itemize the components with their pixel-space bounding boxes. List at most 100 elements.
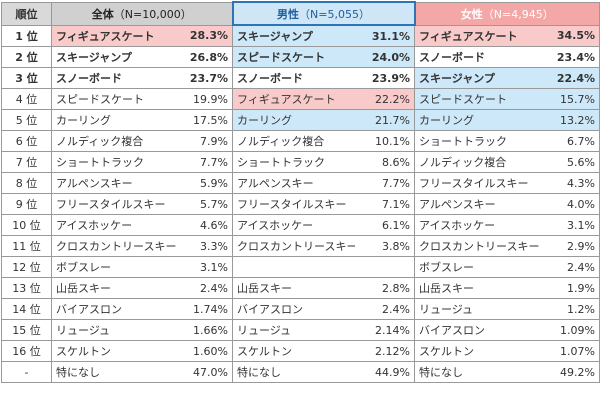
name-cell: スキージャンプ (51, 46, 177, 68)
name-cell: 山岳スキー (51, 277, 177, 299)
pct-cell: 6.1% (354, 214, 415, 236)
pct-cell: 49.2% (540, 361, 600, 383)
name-cell: フリースタイルスキー (414, 172, 541, 194)
name-cell: スノーボード (51, 67, 177, 89)
pct-cell: 1.9% (540, 277, 600, 299)
pct-cell: 44.9% (354, 361, 415, 383)
pct-cell: 2.14% (354, 319, 415, 341)
rank-cell: 13 位 (1, 277, 52, 299)
group-title: 男性 (277, 7, 300, 21)
pct-cell: 23.4% (540, 46, 600, 68)
pct-cell: 1.74% (176, 298, 233, 320)
pct-cell: 1.66% (176, 319, 233, 341)
pct-cell: 7.7% (176, 151, 233, 173)
table-row: 3 位スノーボード 23.7% スノーボード 23.9% スキージャンプ 22.4% (1, 67, 600, 89)
name-cell: バイアスロン (51, 298, 177, 320)
ranking-table: 順位 全体（N=10,000） 男性（N=5,055） 女性（N=4,945） … (1, 1, 600, 383)
pct-cell: 15.7% (540, 88, 600, 110)
pct-cell: 26.8% (176, 46, 233, 68)
table-row: 11 位クロスカントリースキー 3.3% クロスカントリースキー 3.8% クロスカント… (1, 235, 600, 257)
name-cell: バイアスロン (232, 298, 355, 320)
group-note: （N=5,055） (299, 7, 370, 21)
table-row: 1 位フィギュアスケート 28.3% スキージャンプ 31.1% フィギュアスケート 34… (1, 24, 600, 47)
pct-cell: 1.60% (176, 340, 233, 362)
pct-cell: 22.2% (354, 88, 415, 110)
pct-cell: 2.4% (540, 256, 600, 278)
name-cell: スケルトン (51, 340, 177, 362)
table-row: 15 位リュージュ 1.66% リュージュ 2.14% バイアスロン 1.09% (1, 319, 600, 341)
pct-cell: 2.9% (540, 235, 600, 257)
table-row: 4 位スピードスケート 19.9% フィギュアスケート 22.2% スピードスケート 15… (1, 88, 600, 110)
group-header: 女性（N=4,945） (414, 1, 600, 26)
name-cell: フィギュアスケート (51, 24, 177, 47)
name-cell: スノーボード (414, 46, 541, 68)
table-row: 8 位アルペンスキー 5.9% アルペンスキー 7.7% フリースタイルスキー 4.3% (1, 172, 600, 194)
rank-cell: 3 位 (1, 67, 52, 89)
pct-cell: 4.3% (540, 172, 600, 194)
group-header: 男性（N=5,055） (231, 1, 416, 26)
pct-cell: 3.1% (176, 256, 233, 278)
pct-cell: 1.09% (540, 319, 600, 341)
header-row: 順位 全体（N=10,000） 男性（N=5,055） 女性（N=4,945） (1, 1, 600, 26)
name-cell (232, 256, 355, 278)
rank-cell: 15 位 (1, 319, 52, 341)
pct-cell: 19.9% (176, 88, 233, 110)
rank-cell: 5 位 (1, 109, 52, 131)
rank-cell: 12 位 (1, 256, 52, 278)
name-cell: クロスカントリースキー (232, 235, 355, 257)
rank-cell: - (1, 361, 52, 383)
name-cell: 山岳スキー (232, 277, 355, 299)
name-cell: アイスホッケー (414, 214, 541, 236)
pct-cell: 8.6% (354, 151, 415, 173)
name-cell: フリースタイルスキー (232, 193, 355, 215)
group-note: （N=4,945） (482, 7, 554, 21)
name-cell: クロスカントリースキー (51, 235, 177, 257)
group-title: 全体 (91, 7, 114, 21)
name-cell: スケルトン (232, 340, 355, 362)
name-cell: リュージュ (414, 298, 541, 320)
pct-cell: 47.0% (176, 361, 233, 383)
name-cell: アイスホッケー (51, 214, 177, 236)
pct-cell: 3.3% (176, 235, 233, 257)
name-cell: スピードスケート (51, 88, 177, 110)
name-cell: カーリング (232, 109, 355, 131)
name-cell: ノルディック複合 (232, 130, 355, 152)
table-row: 10 位アイスホッケー 4.6% アイスホッケー 6.1% アイスホッケー 3.1% (1, 214, 600, 236)
name-cell: ノルディック複合 (414, 151, 541, 173)
name-cell: ノルディック複合 (51, 130, 177, 152)
pct-cell: 23.7% (176, 67, 233, 89)
pct-cell: 31.1% (354, 24, 415, 47)
table-row: 6 位ノルディック複合 7.9% ノルディック複合 10.1% ショートトラック 6.7% (1, 130, 600, 152)
name-cell: フィギュアスケート (414, 24, 541, 47)
name-cell: リュージュ (232, 319, 355, 341)
pct-cell: 17.5% (176, 109, 233, 131)
table-row: 14 位バイアスロン 1.74% バイアスロン 2.4% リュージュ 1.2% (1, 298, 600, 320)
pct-cell: 3.8% (354, 235, 415, 257)
name-cell: カーリング (51, 109, 177, 131)
table-row: 13 位山岳スキー 2.4% 山岳スキー 2.8% 山岳スキー 1.9% (1, 277, 600, 299)
name-cell: ボブスレー (51, 256, 177, 278)
pct-cell: 1.07% (540, 340, 600, 362)
pct-cell: 7.7% (354, 172, 415, 194)
rank-header: 順位 (1, 1, 52, 26)
name-cell: スキージャンプ (232, 24, 355, 47)
pct-cell: 7.1% (354, 193, 415, 215)
name-cell: 特になし (232, 361, 355, 383)
table-row: 5 位カーリング 17.5% カーリング 21.7% カーリング 13.2% (1, 109, 600, 131)
rank-cell: 14 位 (1, 298, 52, 320)
rank-cell: 2 位 (1, 46, 52, 68)
name-cell: アルペンスキー (232, 172, 355, 194)
table-row: 9 位フリースタイルスキー 5.7% フリースタイルスキー 7.1% アルペンスキー 4.… (1, 193, 600, 215)
name-cell: フリースタイルスキー (51, 193, 177, 215)
group-title: 女性 (460, 7, 483, 21)
table-row: 12 位ボブスレー 3.1% ボブスレー 2.4% (1, 256, 600, 278)
rank-cell: 7 位 (1, 151, 52, 173)
pct-cell: 4.6% (176, 214, 233, 236)
pct-cell (354, 256, 415, 278)
rank-cell: 4 位 (1, 88, 52, 110)
table-row: 16 位スケルトン 1.60% スケルトン 2.12% スケルトン 1.07% (1, 340, 600, 362)
name-cell: フィギュアスケート (232, 88, 355, 110)
name-cell: アルペンスキー (414, 193, 541, 215)
name-cell: スキージャンプ (414, 67, 541, 89)
rank-cell: 16 位 (1, 340, 52, 362)
